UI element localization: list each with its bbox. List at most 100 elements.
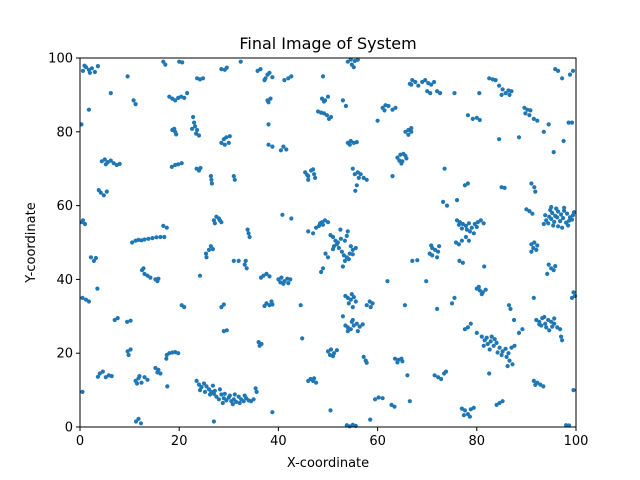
- data-point: [516, 330, 522, 335]
- x-tick-label: 60: [369, 434, 386, 449]
- data-point: [443, 369, 449, 374]
- data-point: [570, 68, 576, 73]
- data-point: [133, 102, 138, 107]
- data-point: [313, 175, 318, 180]
- data-point: [345, 329, 350, 334]
- data-point: [325, 349, 331, 354]
- data-point: [210, 383, 215, 388]
- data-point: [266, 122, 271, 127]
- data-point: [508, 306, 513, 311]
- data-point: [354, 321, 359, 326]
- data-point: [266, 142, 271, 147]
- data-point: [355, 329, 360, 334]
- data-point: [549, 205, 554, 210]
- data-point: [203, 251, 209, 256]
- data-point: [101, 193, 106, 198]
- data-point: [251, 397, 256, 402]
- data-point: [311, 231, 316, 236]
- data-point: [232, 392, 237, 397]
- data-point: [558, 327, 563, 332]
- data-point: [489, 334, 494, 339]
- data-point: [246, 231, 251, 236]
- data-point: [204, 255, 209, 260]
- data-point: [284, 147, 289, 152]
- data-point: [220, 400, 225, 406]
- data-point: [460, 260, 465, 265]
- data-point: [506, 303, 512, 308]
- data-point: [289, 74, 294, 79]
- data-point: [80, 68, 86, 73]
- data-point: [430, 253, 435, 258]
- data-point: [395, 360, 400, 365]
- data-point: [305, 172, 310, 178]
- data-point: [355, 57, 360, 62]
- data-point: [348, 138, 353, 144]
- data-point: [125, 349, 130, 354]
- x-axis-label: X-coordinate: [287, 456, 369, 471]
- data-point: [325, 220, 331, 225]
- data-point: [459, 238, 464, 243]
- data-point: [555, 215, 560, 220]
- data-point: [497, 137, 502, 142]
- data-point: [224, 398, 229, 403]
- data-point: [224, 328, 229, 333]
- data-point: [351, 65, 356, 70]
- data-point: [345, 229, 350, 234]
- data-point: [131, 98, 136, 103]
- data-point: [474, 115, 479, 120]
- data-point: [126, 352, 131, 358]
- data-point: [193, 124, 198, 129]
- data-point: [556, 68, 561, 73]
- data-point: [482, 264, 487, 269]
- data-point: [222, 391, 227, 396]
- data-point: [488, 339, 493, 344]
- data-point: [117, 161, 122, 166]
- data-point: [155, 370, 160, 375]
- data-point: [134, 381, 140, 386]
- data-point: [424, 279, 429, 284]
- data-point: [95, 286, 100, 291]
- data-point: [350, 166, 355, 171]
- data-point: [495, 350, 500, 355]
- data-point: [507, 92, 512, 97]
- data-point: [197, 273, 203, 278]
- data-point: [527, 113, 532, 118]
- data-point: [244, 266, 249, 271]
- data-point: [335, 240, 340, 245]
- data-point: [471, 231, 476, 236]
- data-point: [242, 393, 247, 398]
- data-point: [435, 89, 440, 94]
- data-point: [533, 382, 538, 387]
- data-point: [399, 161, 404, 166]
- data-point: [403, 153, 408, 158]
- data-point: [80, 389, 85, 394]
- data-point: [198, 165, 203, 171]
- data-point: [115, 316, 120, 321]
- data-point: [289, 216, 294, 221]
- data-point: [165, 384, 170, 389]
- data-point: [182, 95, 187, 100]
- data-point: [537, 322, 542, 327]
- data-point: [393, 105, 398, 110]
- data-point: [560, 76, 565, 81]
- data-point: [201, 381, 207, 386]
- data-point: [364, 360, 369, 365]
- data-point: [173, 98, 178, 103]
- data-point: [264, 271, 269, 276]
- data-point: [169, 164, 174, 169]
- data-point: [286, 281, 291, 286]
- data-point: [96, 188, 101, 193]
- data-point: [507, 358, 512, 363]
- data-point: [338, 227, 343, 232]
- data-point: [402, 303, 407, 308]
- data-point: [282, 78, 287, 83]
- data-point: [180, 60, 185, 65]
- data-point: [465, 325, 470, 330]
- data-point: [438, 91, 443, 96]
- y-axis-label: Y-coordinate: [24, 202, 39, 283]
- data-point: [432, 79, 437, 85]
- data-point: [553, 264, 558, 269]
- y-axis: 0 20 40 60 80 100: [48, 52, 80, 436]
- x-axis: 0 20 40 60 80 100: [76, 427, 588, 449]
